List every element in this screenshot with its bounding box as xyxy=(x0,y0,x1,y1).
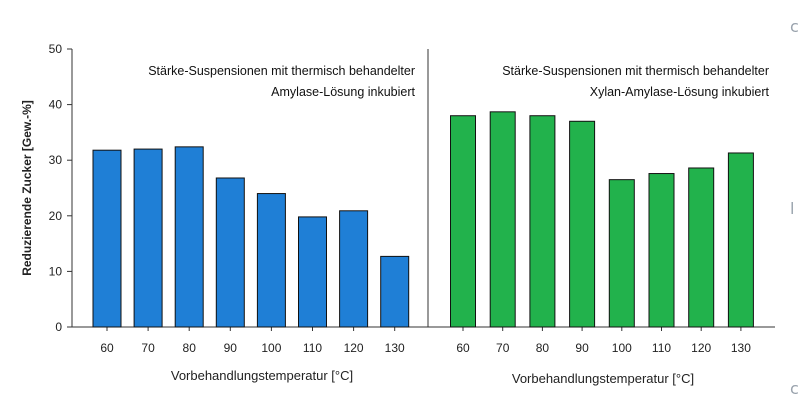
bar xyxy=(648,173,675,328)
x-axis-title: Vorbehandlungstemperatur [°C] xyxy=(512,371,694,386)
bar xyxy=(174,146,204,328)
bar xyxy=(133,148,163,328)
x-tick-label: 60 xyxy=(100,341,114,355)
bar xyxy=(339,210,369,328)
bar xyxy=(450,115,476,328)
x-tick-label: 90 xyxy=(224,341,238,355)
y-tick-label: 20 xyxy=(49,209,63,223)
x-tick-label: 120 xyxy=(691,341,711,355)
x-tick-label: 70 xyxy=(496,341,510,355)
x-tick-label: 100 xyxy=(612,341,632,355)
panel-annotation: Amylase-Lösung inkubiert xyxy=(271,85,415,99)
bar xyxy=(298,216,327,328)
x-tick-label: 80 xyxy=(183,341,197,355)
panel-annotation: Xylan-Amylase-Lösung inkubiert xyxy=(590,85,770,99)
y-axis-title: Reduzierende Zucker [Gew.-%] xyxy=(20,100,34,276)
y-tick-label: 40 xyxy=(49,98,63,112)
x-tick-label: 110 xyxy=(652,341,671,355)
bar xyxy=(380,255,410,328)
panel-annotation: Stärke-Suspensionen mit thermisch behand… xyxy=(148,64,415,78)
x-tick-label: 110 xyxy=(303,341,322,355)
bar xyxy=(529,115,556,328)
bar xyxy=(256,193,286,328)
x-tick-label: 130 xyxy=(385,341,405,355)
bar xyxy=(489,111,516,328)
y-tick-label: 10 xyxy=(49,264,63,278)
bar xyxy=(569,120,596,328)
bar xyxy=(727,152,754,328)
x-tick-label: 70 xyxy=(141,341,155,355)
bar xyxy=(92,149,122,328)
x-tick-label: 120 xyxy=(344,341,364,355)
x-tick-label: 80 xyxy=(536,341,550,355)
x-tick-label: 100 xyxy=(261,341,281,355)
panel-annotation: Stärke-Suspensionen mit thermisch behand… xyxy=(502,64,769,78)
bar xyxy=(215,177,245,328)
y-tick-label: 0 xyxy=(55,320,62,334)
x-tick-label: 90 xyxy=(575,341,589,355)
cropped-edge-glyph: l xyxy=(790,199,794,218)
x-axis-title: Vorbehandlungstemperatur [°C] xyxy=(171,368,353,383)
bars-layer xyxy=(92,111,754,328)
x-tick-label: 60 xyxy=(456,341,470,355)
y-tick-label: 50 xyxy=(49,42,63,56)
bar xyxy=(608,179,635,328)
x-tick-label: 130 xyxy=(731,341,751,355)
cropped-edge-glyph: c xyxy=(790,379,799,398)
bar xyxy=(688,167,715,328)
y-tick-label: 30 xyxy=(49,153,63,167)
cropped-edge-glyph: c xyxy=(790,17,799,36)
text-layer: 0 10 20 30 40 50 Reduzierende Zucker [Gew.-%] 6… xyxy=(20,42,770,386)
